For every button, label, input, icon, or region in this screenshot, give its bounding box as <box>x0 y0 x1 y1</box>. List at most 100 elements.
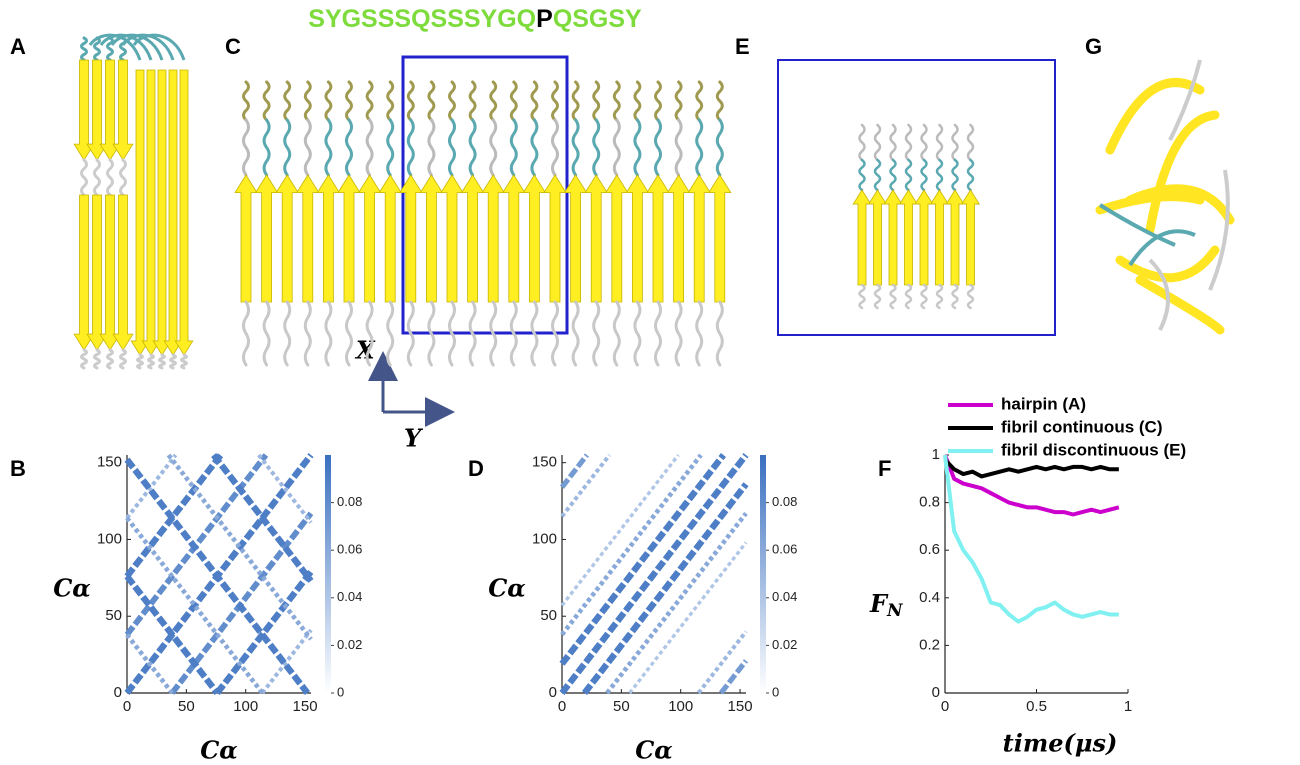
coil <box>406 80 415 122</box>
strand <box>112 194 134 351</box>
strand <box>522 174 547 303</box>
coil <box>406 118 415 177</box>
panel-label: F <box>878 456 891 481</box>
y-tick-label: 50 <box>540 607 557 624</box>
coil <box>551 300 559 367</box>
strand <box>99 194 121 351</box>
coil <box>80 348 88 370</box>
coil <box>93 158 101 197</box>
line-series <box>943 454 1119 624</box>
coil <box>612 300 621 367</box>
strand <box>141 69 161 356</box>
coil <box>365 118 374 177</box>
x-tick-label: 0 <box>123 698 131 715</box>
y-tick-label: 100 <box>532 530 557 547</box>
coil <box>873 123 882 162</box>
coil <box>489 118 498 177</box>
strand <box>914 189 934 286</box>
strand <box>605 174 629 303</box>
x-axis-label: Cα <box>200 736 238 765</box>
coil <box>695 118 704 177</box>
coil <box>1098 203 1176 247</box>
coil <box>674 300 683 367</box>
y-tick-label: 1 <box>932 446 940 463</box>
y-tick-label: 0 <box>114 684 122 701</box>
coil <box>136 353 144 370</box>
colorbar-label: 0 <box>337 684 344 699</box>
coil <box>920 158 928 192</box>
y-tick-label: 0.2 <box>919 636 940 653</box>
contact-band <box>211 453 314 583</box>
strand <box>234 174 258 303</box>
coil <box>158 353 166 370</box>
coil <box>715 300 724 367</box>
strand <box>86 194 108 351</box>
coil <box>966 123 975 162</box>
strand <box>73 59 95 161</box>
coil <box>80 158 88 197</box>
y-tick-label: 0 <box>549 684 557 701</box>
x-tick-label: 50 <box>613 698 630 715</box>
colorbar-label: 0.02 <box>772 637 797 652</box>
strand <box>174 69 194 356</box>
coil <box>674 118 683 177</box>
coil <box>935 158 944 192</box>
strand <box>708 174 732 303</box>
coil <box>858 123 866 162</box>
coil <box>262 300 271 367</box>
contact-band <box>696 630 748 695</box>
colorbar <box>325 455 331 693</box>
coil <box>654 118 662 177</box>
coil <box>889 283 897 310</box>
y-tick-label: 0.8 <box>919 494 940 511</box>
coil <box>106 158 114 197</box>
y-axis-label: FN <box>869 589 904 621</box>
y-label-sub: N <box>886 601 904 621</box>
x-axis-label: time(μs) <box>1003 729 1118 758</box>
coil <box>889 158 897 192</box>
coil <box>119 158 127 197</box>
contact-band <box>719 659 749 695</box>
axis-name: Y <box>404 424 424 453</box>
strand <box>460 174 485 303</box>
coil <box>406 300 415 367</box>
ribbon <box>1095 192 1205 215</box>
strand <box>687 174 711 303</box>
x-tick-label: 0 <box>558 698 566 715</box>
sequence-part: SYGSSSQSSSYGQ <box>308 5 536 33</box>
coil <box>1128 229 1196 267</box>
strand <box>584 174 608 303</box>
ribbon <box>1105 78 1205 155</box>
strand <box>929 189 950 286</box>
strand <box>163 69 183 356</box>
x-tick-label: 0 <box>941 698 949 715</box>
coil <box>904 158 913 192</box>
coil <box>858 158 866 192</box>
coil <box>106 36 114 62</box>
coil <box>427 80 436 122</box>
contact-band <box>125 453 178 520</box>
panel-label: B <box>10 456 26 481</box>
coil <box>283 300 292 367</box>
coil <box>1148 258 1170 331</box>
coil <box>858 283 866 310</box>
strand <box>852 189 872 286</box>
x-tick-label: 150 <box>293 698 318 715</box>
coil <box>571 80 580 122</box>
contact-band <box>559 453 749 695</box>
coil <box>242 300 250 367</box>
contact-band <box>559 453 589 489</box>
coil <box>180 353 188 370</box>
coil <box>303 300 312 367</box>
panel-label: C <box>225 34 241 59</box>
coil <box>633 118 642 177</box>
coil <box>448 300 456 367</box>
strand <box>99 59 121 161</box>
coil <box>695 300 704 367</box>
coil <box>1208 169 1230 291</box>
coil <box>873 158 882 192</box>
coil <box>427 118 436 177</box>
coil <box>324 118 333 177</box>
colorbar <box>760 455 766 693</box>
coil <box>386 300 395 367</box>
